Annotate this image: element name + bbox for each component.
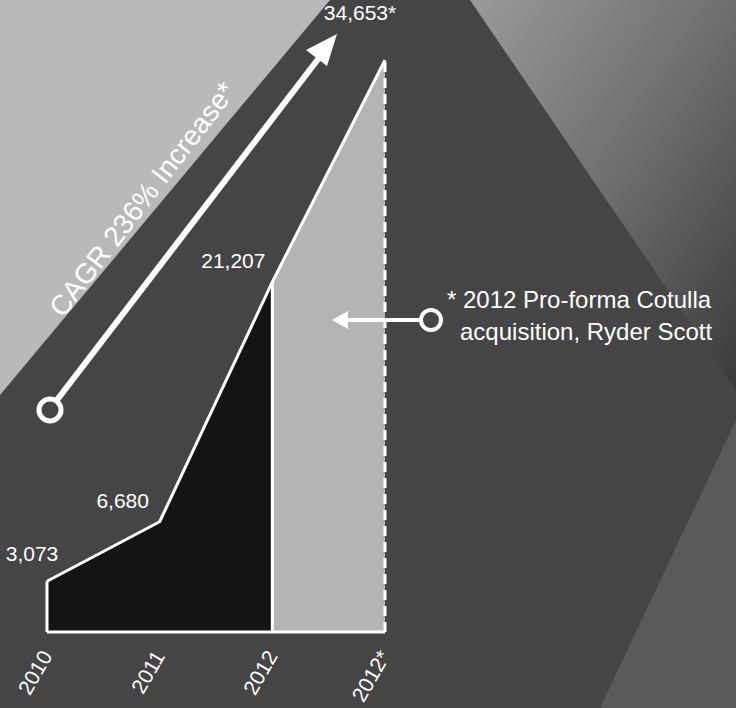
svg-text:6,680: 6,680 — [96, 489, 149, 512]
svg-text:2012: 2012 — [239, 647, 282, 699]
svg-text:2011: 2011 — [127, 647, 170, 698]
svg-text:34,653*: 34,653* — [324, 1, 396, 24]
svg-text:2012*: 2012* — [347, 647, 394, 706]
svg-text:acquisition, Ryder Scott: acquisition, Ryder Scott — [460, 318, 712, 345]
svg-text:CAGR 236% Increase*: CAGR 236% Increase* — [43, 76, 242, 322]
svg-text:2010: 2010 — [13, 647, 56, 699]
svg-text:* 2012 Pro-forma Cotulla: * 2012 Pro-forma Cotulla — [447, 286, 712, 313]
svg-text:3,073: 3,073 — [6, 542, 59, 565]
svg-text:21,207: 21,207 — [201, 249, 265, 272]
